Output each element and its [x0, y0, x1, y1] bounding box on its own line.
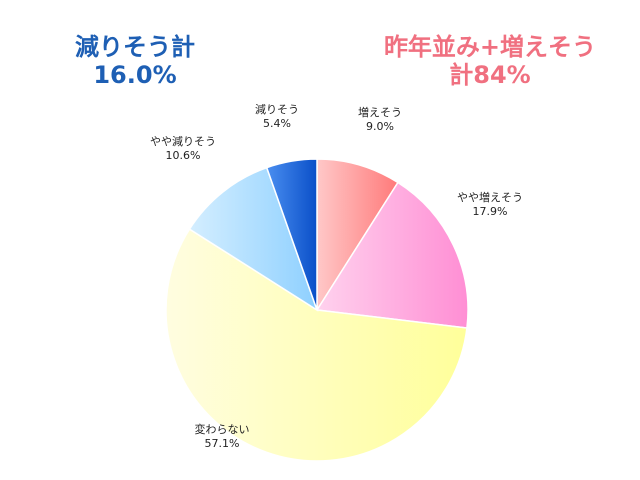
headline-decrease-label: 減りそう計 [75, 33, 195, 61]
slice-value-label-0: 9.0% [366, 120, 394, 133]
headline-decrease: 減りそう計 16.0% [60, 33, 210, 89]
pie-slices [165, 158, 469, 462]
pie-slice-0 [316, 158, 399, 313]
pie-slice-3 [188, 166, 319, 312]
slice-name-label-3: やや減りそう [150, 134, 216, 148]
slice-name-label-0: 増えそう [358, 106, 402, 119]
slice-value-label-4: 5.4% [263, 117, 291, 130]
pie-slice-2 [165, 228, 468, 462]
slice-value-label-1: 17.9% [473, 205, 508, 218]
slice-name-label-2: 変わらない [195, 422, 250, 436]
headline-increase: 昨年並み+増えそう 計84% [370, 33, 610, 89]
pie-slice-4 [265, 158, 318, 311]
slice-name-label-1: やや増えそう [457, 191, 523, 204]
headline-decrease-value: 16.0% [93, 60, 177, 89]
slice-value-label-2: 57.1% [205, 437, 240, 450]
headline-increase-value: 計84% [449, 60, 531, 89]
headline-increase-label: 昨年並み+増えそう [383, 33, 597, 61]
slice-name-label-4: 減りそう [255, 102, 299, 116]
pie-slice-1 [315, 181, 469, 329]
slice-value-label-3: 10.6% [166, 149, 201, 162]
